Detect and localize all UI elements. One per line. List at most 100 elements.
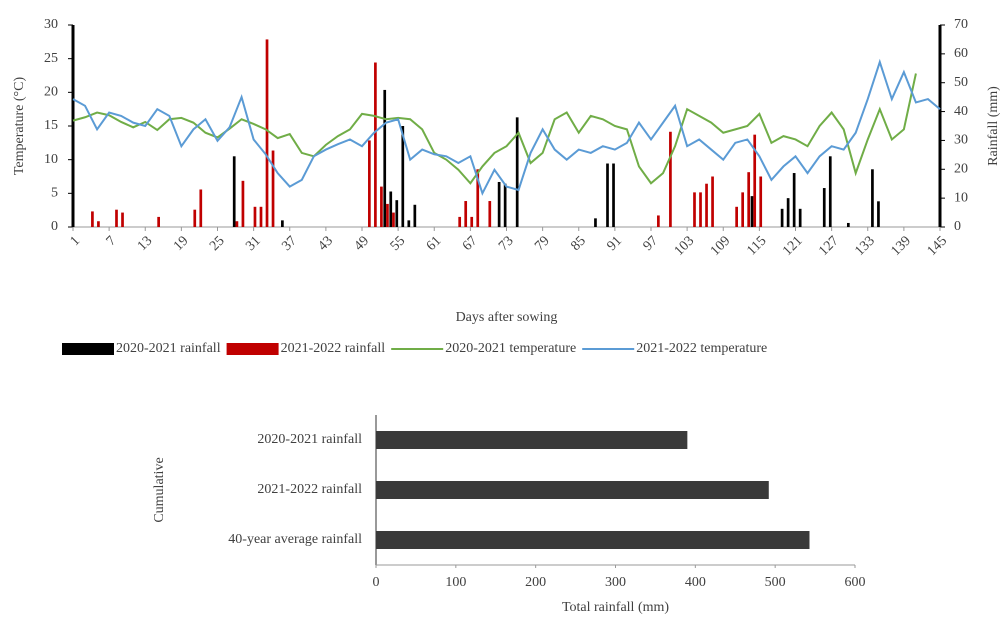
rain-bar (199, 189, 203, 227)
rain-bar (711, 176, 714, 227)
x-tick-label: 109 (708, 233, 733, 258)
rain-bar (657, 215, 660, 227)
bar (376, 431, 688, 449)
y-tick-label: 30 (44, 17, 58, 32)
y-tick-label: 10 (44, 152, 58, 167)
rain-bar (259, 206, 263, 227)
x-tick-label: 67 (460, 233, 481, 254)
rain-bar (488, 201, 492, 227)
x-tick-label: 400 (685, 575, 706, 590)
x-tick-label: 115 (744, 233, 769, 258)
rain-bar (97, 221, 100, 227)
x-tick-label: 91 (604, 233, 625, 254)
rain-bar (871, 169, 874, 227)
rain-bar (594, 218, 597, 227)
y2-axis-title: Rainfall (mm) (986, 86, 1001, 166)
rain-bar (271, 150, 275, 227)
x-tick-label: 61 (424, 233, 445, 254)
x-axis-title: Days after sowing (456, 310, 558, 325)
rain-bar (193, 209, 197, 227)
y2-tick-label: 60 (954, 46, 968, 61)
rain-bar (476, 169, 480, 227)
legend-swatch (226, 343, 279, 355)
y-tick-label: 15 (44, 118, 58, 133)
x-tick-label: 0 (373, 575, 380, 590)
rain-bar (91, 211, 94, 227)
y2-tick-label: 50 (954, 75, 968, 90)
x-tick-label: 139 (889, 233, 914, 258)
rain-bar (753, 134, 757, 227)
rain-bar (735, 206, 738, 227)
rain-bar (383, 89, 387, 227)
y2-tick-label: 20 (954, 162, 968, 177)
rain-bar (792, 173, 796, 227)
x-tick-label: 25 (207, 233, 228, 254)
x-tick-label: 127 (816, 233, 841, 258)
rain-bar (612, 163, 615, 227)
rain-bar (822, 188, 826, 227)
rain-bar (846, 222, 850, 227)
rain-bar (798, 208, 802, 227)
x-tick-label: 500 (765, 575, 786, 590)
rain-bar (281, 220, 284, 227)
x-tick-label: 100 (445, 575, 466, 590)
rain-bar (232, 156, 236, 227)
rain-bar (699, 192, 702, 227)
x-tick-label: 97 (641, 233, 662, 254)
rain-bar (401, 126, 405, 227)
y2-tick-label: 30 (954, 133, 968, 148)
y-axis-title: Temperature (°C) (12, 77, 27, 176)
legend-label: 2021-2022 temperature (636, 341, 767, 356)
rain-bar (235, 221, 239, 227)
y-tick-label: 20 (44, 85, 58, 100)
rain-bar (253, 206, 257, 227)
rain-bar (497, 181, 501, 227)
rain-bar (413, 204, 417, 227)
y-tick-label: 0 (51, 219, 58, 234)
rain-bar (780, 208, 784, 227)
rain-bar (458, 216, 462, 227)
x-tick-label: 79 (532, 233, 553, 254)
bar (376, 531, 810, 549)
x-tick-label: 73 (496, 233, 517, 254)
x-tick-label: 37 (279, 233, 300, 254)
rain-bar (741, 192, 745, 227)
x-tick-label: 7 (104, 233, 120, 249)
y-tick-label: 2021-2022 rainfall (257, 482, 362, 497)
rain-bar (877, 201, 880, 227)
rain-bar (241, 180, 245, 227)
y-axis-title: Cumulative (152, 457, 167, 522)
rain-bar (368, 140, 371, 227)
rain-bar (374, 62, 377, 228)
temp-line (72, 58, 941, 196)
legend-swatch (62, 343, 114, 355)
x-tick-label: 85 (568, 233, 589, 254)
rain-bar (669, 131, 672, 227)
x-tick-label: 133 (852, 233, 877, 258)
rain-bar (515, 117, 519, 227)
x-tick-label: 49 (352, 233, 373, 254)
x-tick-label: 121 (780, 233, 805, 258)
rain-bar (121, 212, 124, 227)
x-tick-label: 300 (605, 575, 626, 590)
rain-bar (464, 201, 468, 227)
rain-bar (386, 203, 389, 227)
rain-bar (705, 183, 708, 227)
x-tick-label: 19 (171, 233, 192, 254)
rain-bar (157, 216, 160, 227)
x-tick-label: 13 (135, 233, 156, 254)
rain-bar (115, 209, 118, 227)
y-tick-label: 2020-2021 rainfall (257, 432, 362, 447)
rain-bar (750, 196, 754, 227)
y2-tick-label: 10 (954, 190, 968, 205)
x-axis-title: Total rainfall (mm) (562, 600, 669, 615)
rain-bar (747, 172, 751, 227)
y2-tick-label: 0 (954, 219, 961, 234)
legend-label: 2020-2021 rainfall (116, 341, 221, 356)
legend-label: 2021-2022 rainfall (281, 341, 386, 356)
rain-bar (380, 186, 383, 227)
rain-bar (606, 163, 609, 227)
y-tick-label: 5 (51, 186, 58, 201)
x-tick-label: 43 (315, 233, 336, 254)
